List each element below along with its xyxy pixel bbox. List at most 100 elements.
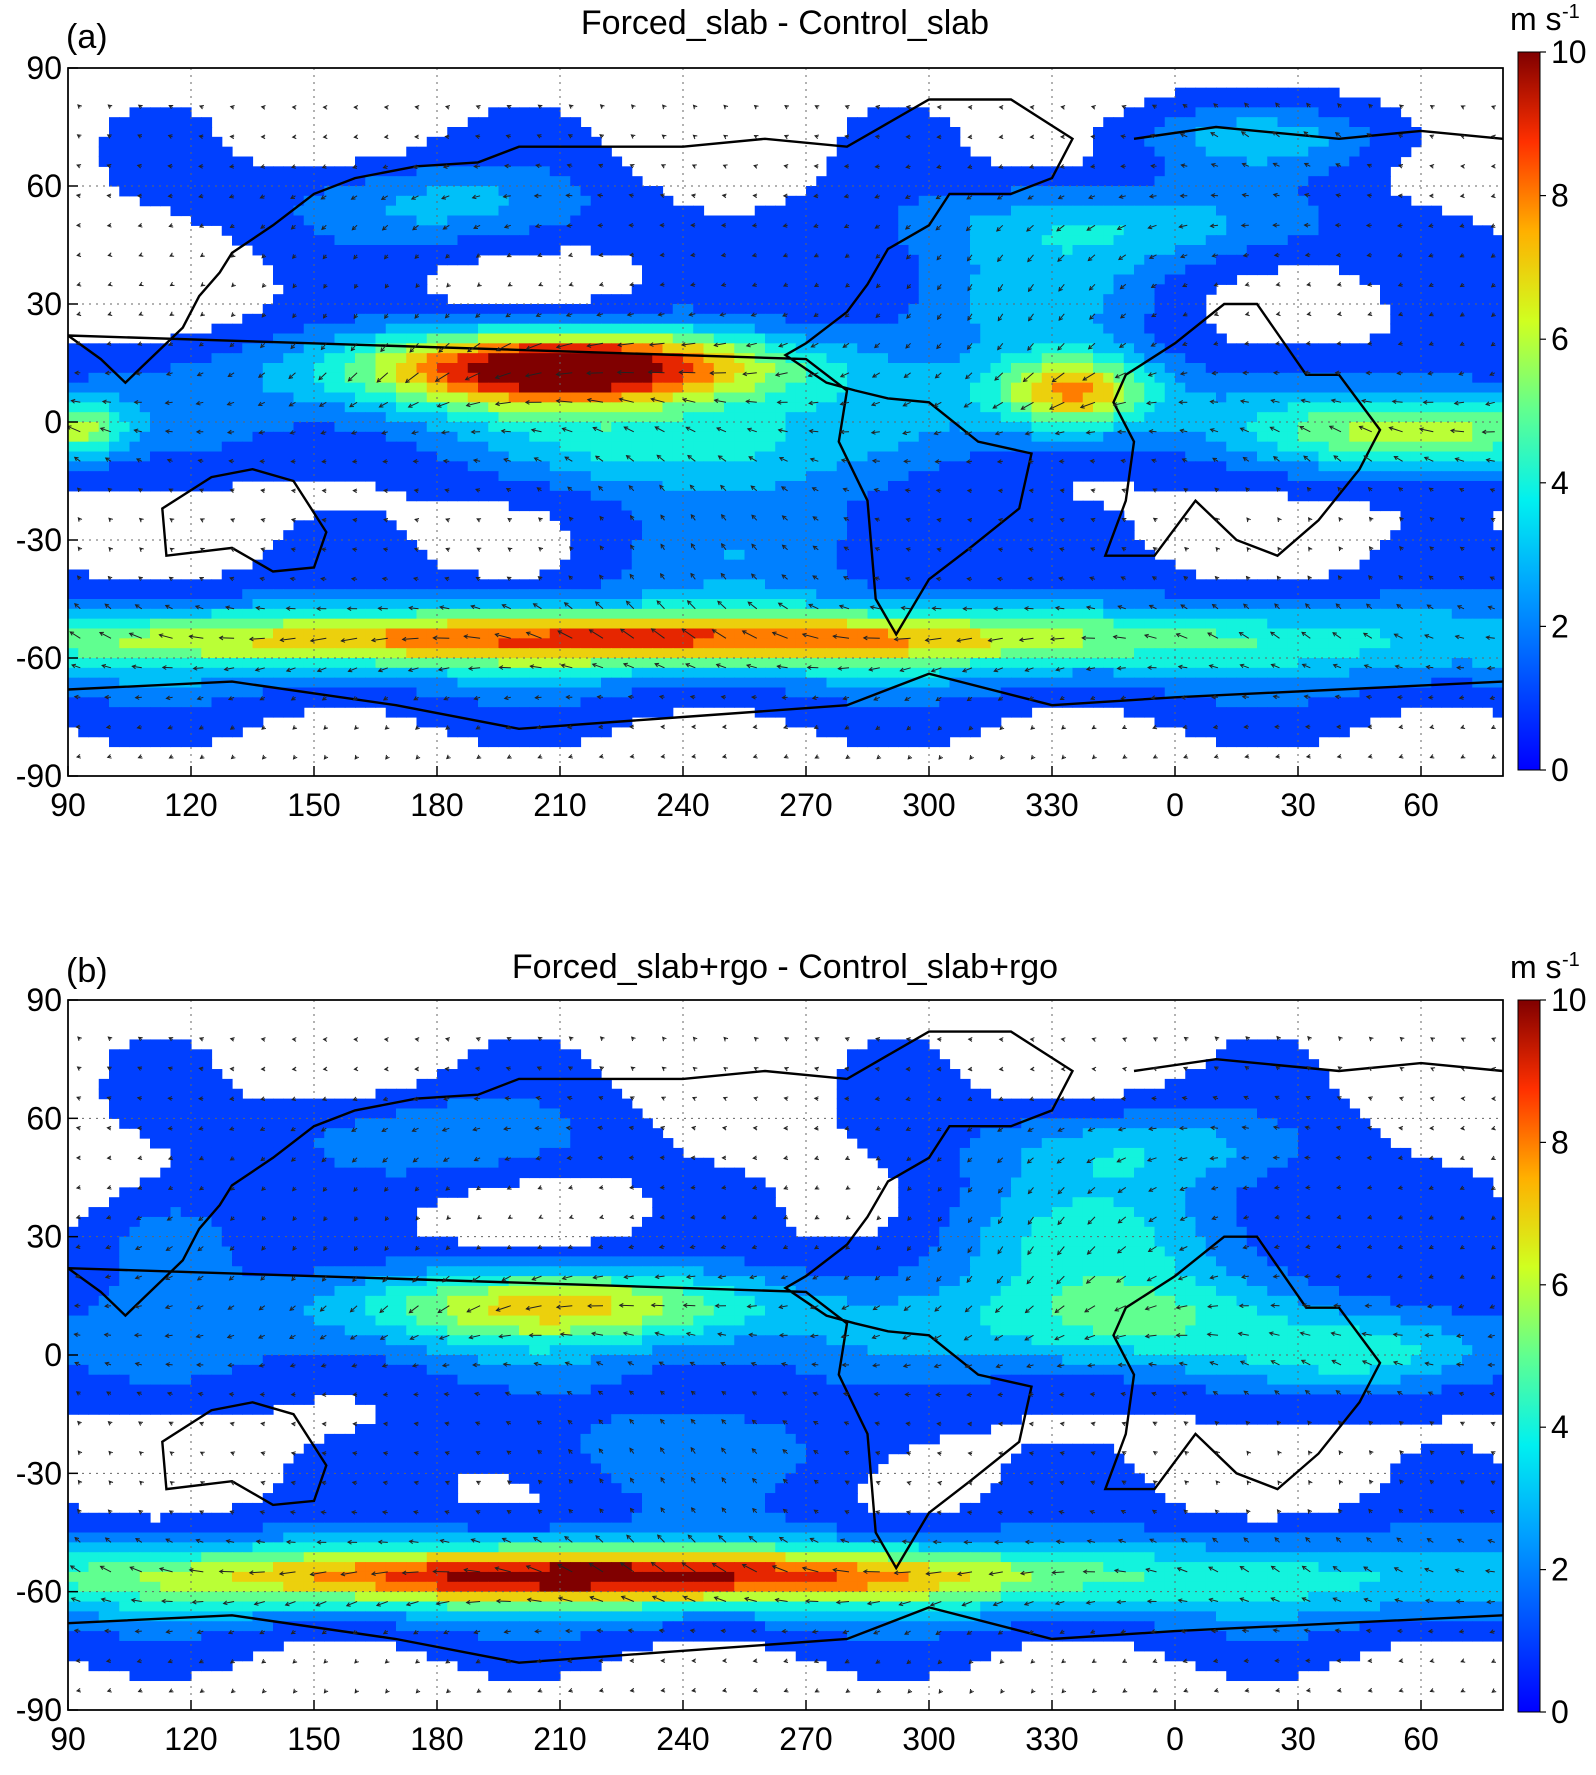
contour-cell — [1277, 431, 1289, 443]
contour-cell — [1431, 471, 1443, 482]
contour-cell — [273, 382, 284, 394]
contour-cell — [467, 186, 479, 197]
contour-cell — [1205, 235, 1217, 246]
contour-cell — [990, 382, 1002, 394]
contour-cell — [478, 382, 489, 394]
contour-cell — [549, 441, 561, 453]
contour-cell — [385, 274, 397, 285]
contour-cell — [1144, 431, 1156, 443]
contour-cell — [1041, 471, 1053, 482]
contour-cell — [1011, 264, 1022, 276]
contour-cell — [621, 225, 633, 236]
contour-cell — [201, 186, 213, 197]
contour-cell — [939, 235, 951, 246]
contour-cell — [570, 127, 582, 138]
contour-cell — [1052, 304, 1063, 315]
contour-cell — [1144, 333, 1156, 344]
contour-cell — [375, 382, 387, 394]
contour-cell — [1267, 461, 1279, 472]
contour-cell — [365, 333, 377, 344]
contour-cell — [929, 195, 940, 207]
contour-cell — [293, 333, 305, 344]
contour-cell — [590, 343, 602, 354]
contour-cell — [406, 205, 418, 217]
contour-cell — [252, 382, 264, 394]
contour-cell — [1093, 294, 1104, 305]
contour-cell — [293, 392, 305, 403]
contour-cell — [724, 392, 735, 403]
contour-cell — [693, 500, 705, 512]
contour-cell — [980, 333, 992, 344]
contour-cell — [970, 264, 981, 276]
contour-cell — [1041, 225, 1053, 236]
contour-cell — [631, 205, 643, 217]
contour-cell — [252, 431, 264, 443]
contour-cell — [888, 176, 899, 187]
contour-cell — [560, 313, 571, 325]
contour-cell — [898, 382, 910, 394]
contour-cell — [662, 510, 674, 521]
contour-cell — [1318, 117, 1330, 128]
contour-cell — [406, 382, 418, 394]
contour-cell — [826, 520, 838, 531]
contour-cell — [1031, 313, 1043, 325]
contour-cell — [334, 313, 346, 325]
contour-cell — [857, 176, 869, 187]
contour-cell — [642, 382, 653, 394]
contour-cell — [324, 333, 336, 344]
contour-cell — [847, 422, 858, 433]
contour-cell — [949, 353, 961, 364]
contour-cell — [447, 431, 459, 443]
contour-cell — [1031, 225, 1043, 236]
contour-cell — [150, 481, 161, 492]
contour-cell — [262, 422, 274, 433]
contour-cell — [1082, 412, 1094, 423]
contour-cell — [1349, 166, 1361, 177]
contour-cell — [437, 372, 448, 384]
contour-cell — [1400, 304, 1412, 315]
contour-cell — [365, 382, 377, 394]
contour-cell — [539, 363, 551, 374]
contour-cell — [847, 225, 858, 236]
contour-cell — [1185, 195, 1197, 207]
contour-cell — [590, 313, 602, 325]
contour-cell — [631, 323, 643, 335]
contour-cell — [426, 166, 438, 177]
contour-cell — [68, 382, 79, 394]
contour-cell — [724, 363, 735, 374]
contour-cell — [795, 422, 807, 433]
contour-cell — [467, 402, 479, 413]
contour-cell — [908, 274, 920, 285]
contour-cell — [1410, 530, 1422, 541]
contour-cell — [170, 402, 182, 413]
contour-cell — [949, 294, 961, 305]
contour-cell — [1175, 146, 1186, 158]
contour-cell — [826, 402, 838, 413]
contour-cell — [529, 451, 541, 462]
contour-cell — [303, 313, 315, 325]
contour-cell — [365, 215, 377, 226]
contour-cell — [201, 441, 213, 453]
contour-cell — [385, 363, 397, 374]
contour-cell — [539, 166, 551, 177]
contour-cell — [355, 254, 366, 266]
contour-cell — [1226, 392, 1238, 403]
contour-cell — [877, 323, 889, 335]
contour-cell — [1011, 333, 1022, 344]
contour-cell — [826, 166, 838, 177]
contour-cell — [549, 481, 561, 492]
contour-cell — [1267, 156, 1279, 167]
contour-cell — [221, 186, 233, 197]
contour-cell — [180, 343, 192, 354]
contour-cell — [426, 186, 438, 197]
contour-cell — [662, 461, 674, 472]
contour-cell — [232, 166, 243, 177]
contour-cell — [1113, 363, 1125, 374]
contour-cell — [990, 186, 1002, 197]
contour-cell — [765, 323, 776, 335]
contour-cell — [1441, 461, 1453, 472]
contour-cell — [1369, 195, 1381, 207]
contour-cell — [590, 156, 602, 167]
contour-cell — [1011, 520, 1022, 531]
contour-cell — [744, 540, 756, 551]
